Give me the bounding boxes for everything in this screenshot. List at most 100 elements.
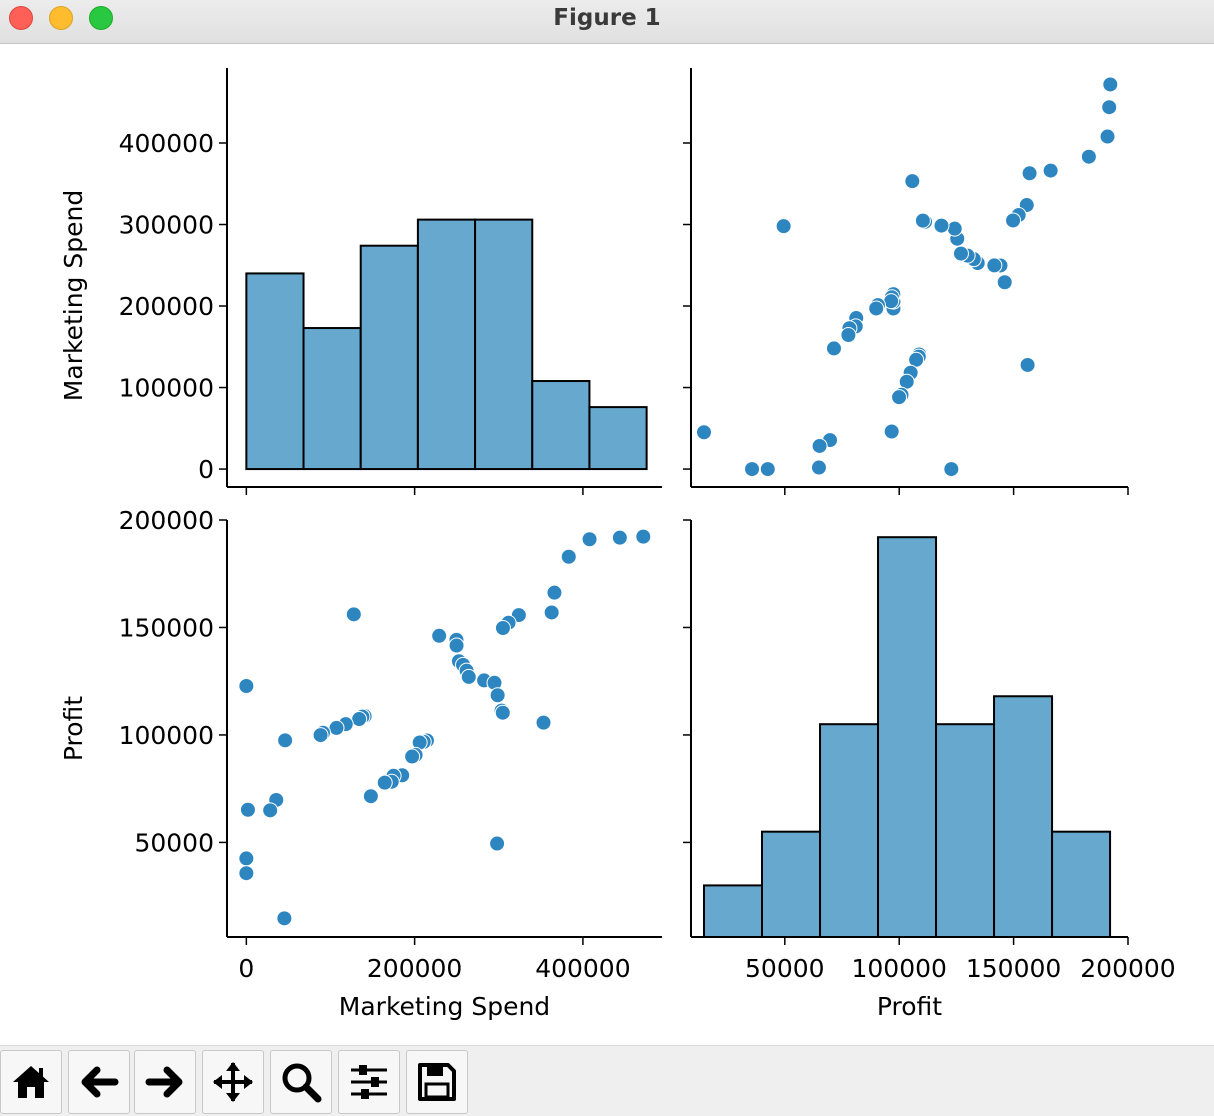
scatter-point	[448, 637, 465, 654]
scatter-point	[883, 423, 900, 440]
scatter-point	[560, 548, 577, 565]
pan-button[interactable]	[202, 1050, 264, 1114]
y-tick-label: 200000	[119, 506, 214, 535]
scatter-point	[943, 461, 960, 478]
save-floppy-icon	[418, 1063, 456, 1101]
histogram-bar	[359, 244, 419, 471]
save-button[interactable]	[406, 1050, 468, 1114]
scatter-point	[1099, 128, 1116, 145]
scatter-point	[404, 748, 421, 765]
x-tick-label: 400000	[535, 954, 630, 983]
pan-move-icon	[213, 1062, 253, 1102]
scatter-point	[914, 212, 931, 229]
zoom-magnifier-icon	[282, 1063, 322, 1103]
scatter-point	[277, 732, 294, 749]
scatter-point	[431, 627, 448, 644]
configure-subplots-icon	[351, 1065, 387, 1099]
y-axis-label: Profit	[59, 696, 88, 761]
y-axis-label: Marketing Spend	[59, 190, 88, 401]
histogram-bar	[702, 884, 764, 938]
scatter-point	[811, 437, 828, 454]
histogram-bar	[935, 723, 996, 939]
scatter-point	[1019, 356, 1036, 373]
scatter-point	[238, 850, 255, 867]
y-tick-label: 0	[198, 455, 214, 484]
histogram-bar	[531, 380, 591, 471]
x-tick-label: 150000	[966, 954, 1061, 983]
scatter-point	[635, 528, 652, 545]
scatter-point	[810, 459, 827, 476]
close-window-button[interactable]	[9, 6, 33, 30]
scatter-point	[1042, 162, 1059, 179]
forward-button[interactable]	[134, 1050, 196, 1114]
x-axis-label: Profit	[877, 992, 942, 1021]
y-tick-label: 150000	[119, 613, 214, 642]
scatter-point	[494, 619, 511, 636]
scatter-point	[535, 714, 552, 731]
scatter-point	[1005, 212, 1022, 229]
scatter-point	[611, 529, 628, 546]
histogram-bar	[302, 327, 362, 471]
scatter-point	[489, 687, 506, 704]
scatter-point	[891, 389, 908, 406]
scatter-point	[840, 326, 857, 343]
back-arrow-icon	[81, 1066, 119, 1098]
histogram-bar	[1051, 830, 1112, 938]
scatter-point	[1021, 165, 1038, 182]
scatter-point	[276, 910, 293, 927]
scatter-point	[362, 788, 379, 805]
y-tick-label: 100000	[119, 721, 214, 750]
histogram-bar	[416, 218, 477, 471]
scatter-point	[581, 531, 598, 548]
x-tick-label: 200000	[1080, 954, 1175, 983]
back-button[interactable]	[68, 1050, 130, 1114]
configure-subplots-button[interactable]	[338, 1050, 400, 1114]
scatter-point	[1102, 76, 1119, 93]
scatter-point	[904, 173, 921, 190]
scatter-point	[695, 424, 712, 441]
window-titlebar: Figure 1	[0, 0, 1214, 44]
scatter-point	[312, 727, 329, 744]
zoom-window-button[interactable]	[89, 6, 113, 30]
window-title: Figure 1	[553, 5, 661, 31]
scatter-point	[345, 606, 362, 623]
scatter-point	[1080, 148, 1097, 165]
histogram-bar	[819, 723, 880, 939]
histogram-bar	[588, 406, 648, 471]
x-tick-label: 50000	[745, 954, 825, 983]
x-tick-label: 100000	[851, 954, 946, 983]
histogram-bar	[761, 830, 822, 938]
scatter-point	[460, 668, 477, 685]
scatter-point	[883, 293, 900, 310]
scatter-point	[996, 274, 1013, 291]
x-tick-label: 200000	[367, 954, 462, 983]
scatter-point	[952, 245, 969, 262]
scatter-point	[489, 835, 506, 852]
histogram-bar	[245, 272, 305, 471]
scatter-point	[543, 604, 560, 621]
scatter-point	[825, 340, 842, 357]
minimize-window-button[interactable]	[49, 6, 73, 30]
scatter-point	[546, 584, 563, 601]
scatter-point	[759, 461, 776, 478]
forward-arrow-icon	[145, 1066, 183, 1098]
y-tick-label: 400000	[119, 129, 214, 158]
scatter-point	[775, 218, 792, 235]
scatter-point	[238, 865, 255, 882]
scatter-point	[868, 300, 885, 317]
histogram-bar	[877, 536, 938, 938]
home-button[interactable]	[0, 1050, 62, 1114]
scatter-point	[328, 719, 345, 736]
x-axis-label: Marketing Spend	[339, 992, 550, 1021]
scatter-point	[238, 677, 255, 694]
scatter-point	[262, 802, 279, 819]
y-tick-label: 200000	[119, 292, 214, 321]
x-tick-label: 0	[238, 954, 254, 983]
zoom-button[interactable]	[270, 1050, 332, 1114]
scatter-point	[494, 704, 511, 721]
histogram-bar	[474, 218, 534, 471]
scatter-point	[933, 217, 950, 234]
scatter-point	[351, 711, 368, 728]
scatter-point	[986, 257, 1003, 274]
y-tick-label: 300000	[119, 211, 214, 240]
